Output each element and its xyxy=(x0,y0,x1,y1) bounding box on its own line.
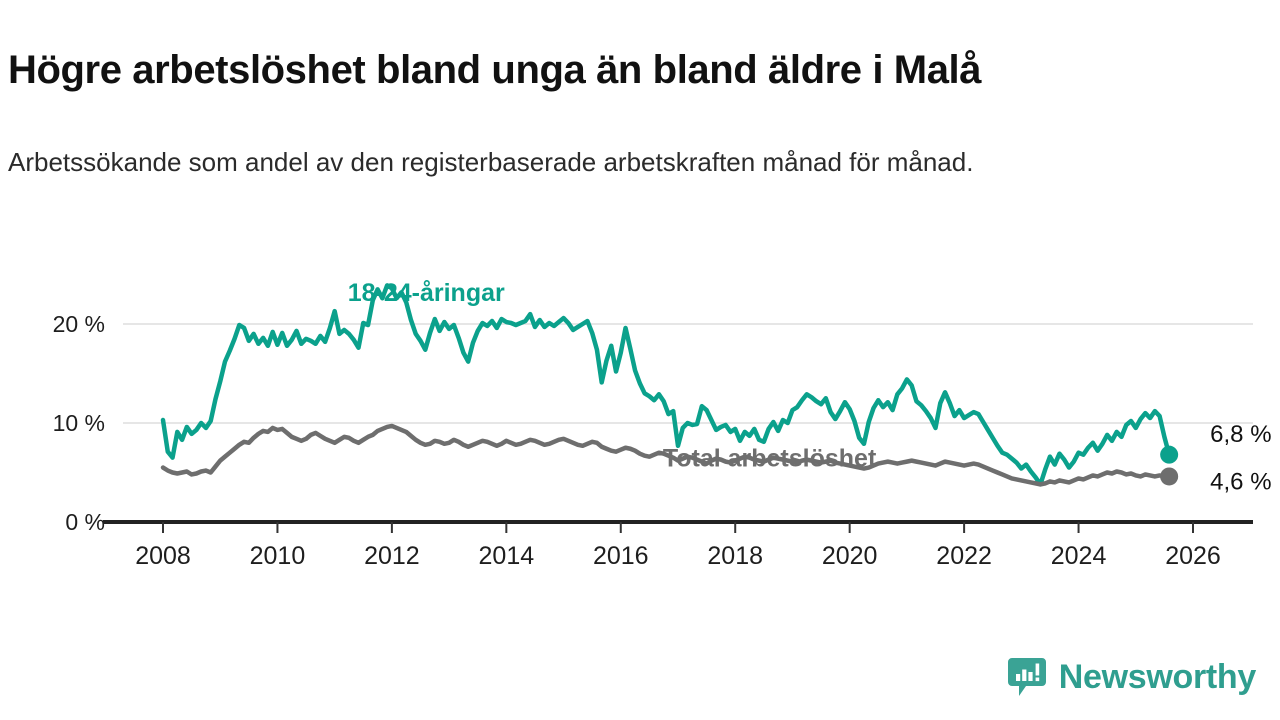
series-name-label: Total arbetslöshet xyxy=(663,445,877,473)
series-value-label: 4,6 % xyxy=(1210,468,1271,495)
x-axis-tick-label: 2026 xyxy=(1165,542,1221,570)
series-line-total xyxy=(160,423,1172,487)
x-axis-tick-label: 2008 xyxy=(135,542,191,570)
y-axis-tick-label: 0 % xyxy=(65,509,105,535)
x-axis-tick-label: 2020 xyxy=(822,542,878,570)
x-axis-tick-label: 2024 xyxy=(1051,542,1107,570)
x-axis-tick-label: 2012 xyxy=(364,542,420,570)
x-axis-tick-label: 2018 xyxy=(707,542,763,570)
series-name-label: 18-24-åringar xyxy=(348,279,505,307)
x-axis-tick-label: 2022 xyxy=(936,542,992,570)
page-title: Högre arbetslöshet bland unga än bland ä… xyxy=(8,47,982,92)
series-end-marker-total xyxy=(1160,467,1179,486)
x-axis-tick-label: 2010 xyxy=(250,542,306,570)
line-chart: 0 % 10 % 20 % 2008 2010 2012 2014 2016 2018 2020 2… xyxy=(0,236,1280,576)
page-subtitle: Arbetssökande som andel av den registerb… xyxy=(8,147,974,177)
newsworthy-wordmark: Newsworthy xyxy=(1058,657,1257,696)
y-axis-tick-label: 10 % xyxy=(53,410,105,436)
series-end-marker-youth xyxy=(1160,445,1179,464)
x-axis-tick-label: 2014 xyxy=(479,542,535,570)
chart-canvas: 0 % 10 % 20 % 2008 2010 2012 2014 2016 2018 2020 2… xyxy=(53,279,1272,570)
series-line-youth xyxy=(160,283,1172,487)
x-axis-tick-label: 2016 xyxy=(593,542,649,570)
newsworthy-logo: Newsworthy xyxy=(1006,656,1256,698)
series-value-label: 6,8 % xyxy=(1210,421,1271,448)
newsworthy-bar-chart-bubble-icon xyxy=(1006,656,1048,698)
y-axis-tick-label: 20 % xyxy=(53,311,105,337)
